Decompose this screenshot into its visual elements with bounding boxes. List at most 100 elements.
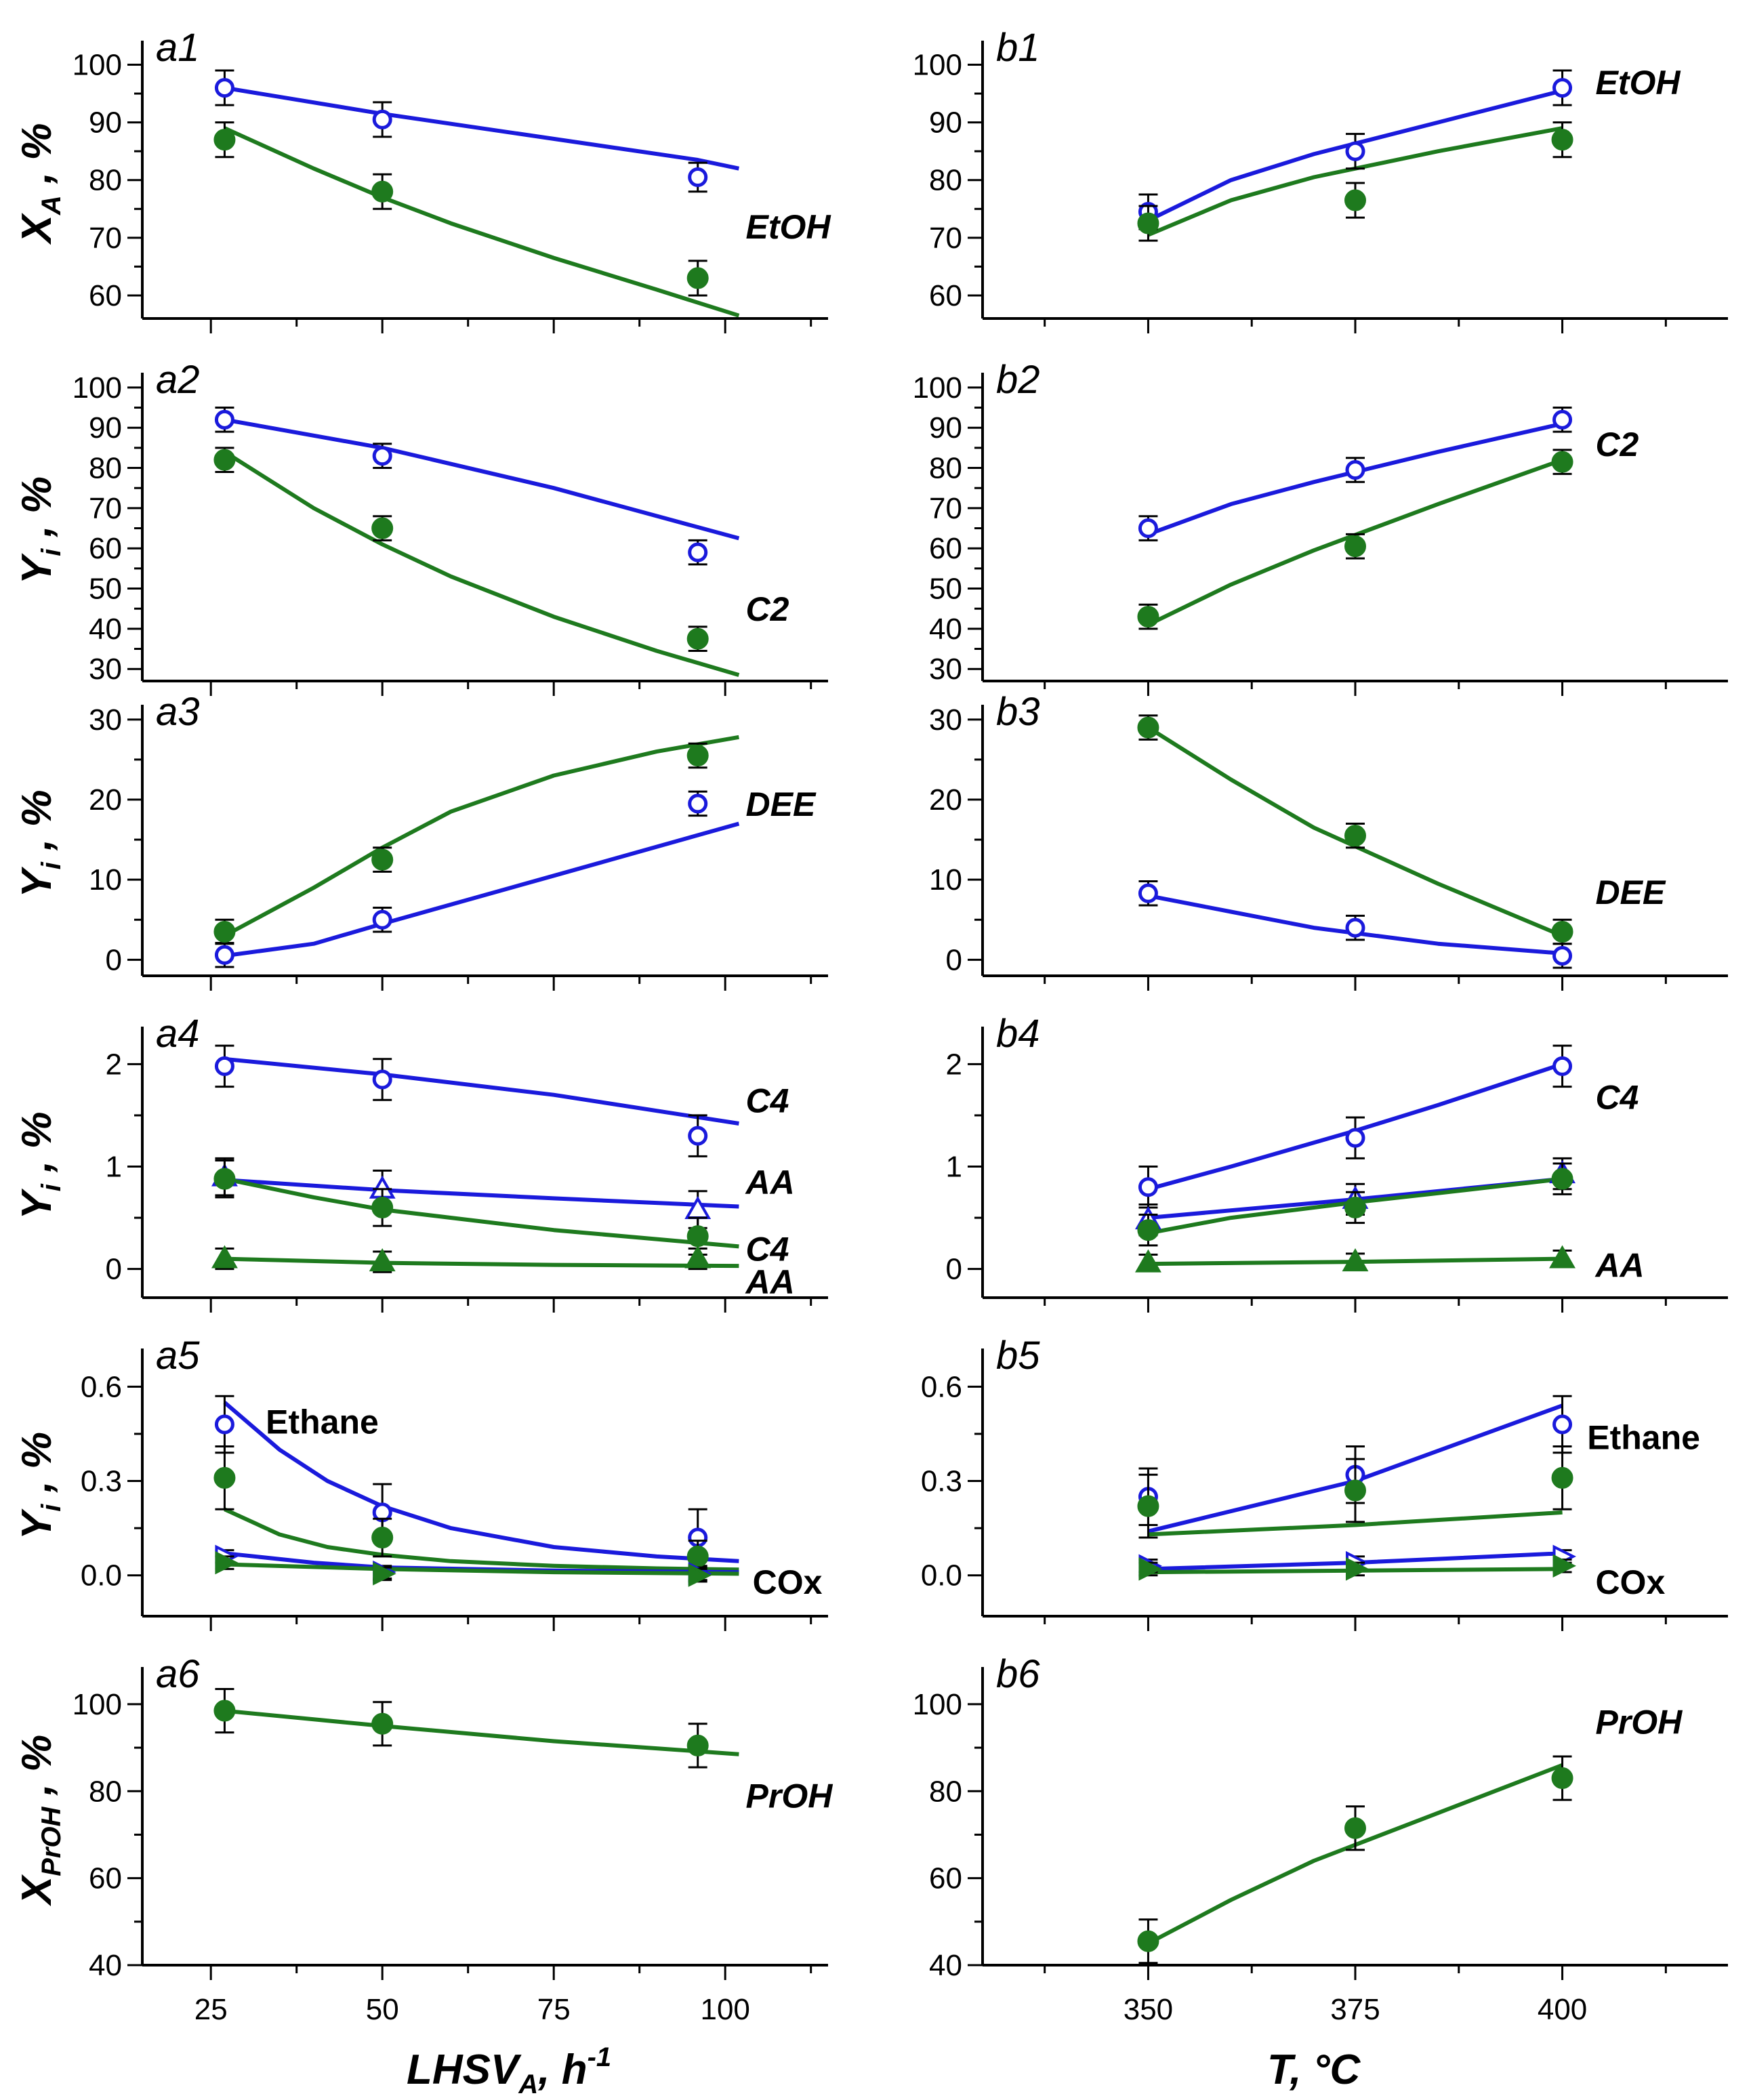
marker-green-AA-exp [1134,1249,1161,1273]
series-line-blue-model [224,85,740,171]
marker-blue-exp [1138,883,1158,903]
y-axis-title-sub: i [37,548,66,556]
panel-label-a6: a6 [156,1652,200,1696]
y-tick-label-b1: 80 [929,164,962,197]
marker-blue-exp [688,542,708,562]
panel-label-b6: b6 [996,1652,1040,1696]
series-line-blue-model [1147,421,1563,537]
y-tick-label-b3: 30 [929,703,962,737]
y-tick-label-a4: 2 [106,1048,122,1081]
y-tick-label-b1: 60 [929,279,962,312]
panel-label-a4: a4 [156,1012,200,1056]
y-tick-label-b2: 100 [913,371,962,405]
series-line-blue-ethane-model [223,1401,739,1563]
y-tick-label-a1: 90 [89,106,122,140]
marker-blue-ethane-exp [1552,1414,1573,1435]
y-tick-label-b5: 0.3 [921,1465,962,1498]
y-tick-label-b4: 0 [946,1253,962,1286]
plot-area-b2 [1147,421,1563,627]
y-tick-label-b2: 70 [929,492,962,525]
panel-label-a3: a3 [156,690,200,734]
marker-green-cox-exp [215,1550,239,1575]
y-tick-label-b4: 1 [946,1151,962,1184]
y-tick-label-a3: 10 [89,863,122,897]
annotation-a4-3: AA [745,1263,795,1301]
panel-label-a2: a2 [156,358,200,402]
marker-green-exp [1551,129,1573,151]
y-axis-title-rest: , % [14,1111,60,1184]
marker-blue-exp [1552,409,1573,430]
series-line-green-model [224,126,740,318]
marker-green-exp [371,180,394,203]
y-tick-label-a2: 100 [73,371,122,405]
panel-label-b5: b5 [996,1334,1040,1378]
y-axis-title-sub: A [37,195,66,215]
y-tick-label-b2: 40 [929,613,962,646]
x-tick-label-b6: 350 [1124,1993,1173,2026]
annotation-a1-0: EtOH [746,208,831,246]
annotation-a2-0: C2 [746,590,789,628]
marker-blue-exp [1345,460,1365,480]
plot-area-a4 [224,1056,739,1269]
y-tick-label-a2: 50 [89,573,122,606]
marker-green-exp [371,848,394,871]
marker-green-ethane-exp [213,1466,236,1489]
y-tick-label-a1: 70 [89,222,122,255]
y-axis-title-sub: i [37,861,66,869]
annotation-b1-0: EtOH [1595,64,1681,102]
marker-blue-exp [372,446,392,466]
series-line-green-AA-model [224,1256,739,1269]
plot-area-a5 [223,1401,739,1576]
marker-green-exp [1137,606,1159,628]
marker-blue-exp [214,78,234,98]
x-tick-label-b6: 400 [1538,1993,1587,2026]
y-tick-label-a4: 1 [106,1151,122,1184]
marker-green-cox-exp [1138,1557,1162,1581]
y-tick-label-b6: 40 [929,1949,962,1982]
y-tick-label-a2: 70 [89,492,122,525]
x-axis-title-right: T, °C [1267,2046,1361,2093]
annotation-b5-0: Ethane [1587,1419,1700,1457]
annotation-a5-1: COx [753,1563,823,1601]
series-line-green-model [1147,1763,1563,1945]
marker-blue-exp [688,167,708,187]
marker-green-exp [1551,451,1573,473]
y-tick-label-b2: 80 [929,452,962,485]
panel-label-a5: a5 [156,1334,200,1378]
marker-blue-C4-exp [214,1056,234,1076]
marker-green-AA-exp [1342,1248,1369,1272]
annotation-b3-0: DEE [1595,873,1666,911]
panel-a5: 0.0 0.3 0.6 a5 Yi , % Ethane COx [14,1334,828,1631]
y-axis-title-main: Y [14,866,60,898]
y-tick-label-a2: 40 [89,613,122,646]
y-tick-label-b6: 80 [929,1775,962,1808]
series-line-green-model [1147,726,1563,938]
annotation-a4-1: AA [745,1164,795,1201]
marker-blue-C4-exp [688,1126,708,1146]
y-tick-label-a6: 40 [89,1949,122,1982]
marker-green-C4-exp [1137,1219,1159,1241]
series-line-green-model [223,735,739,938]
y-axis-title-main: Y [14,552,60,584]
marker-blue-exp [1345,918,1365,938]
y-tick-label-a2: 60 [89,532,122,565]
annotation-a4-2: C4 [746,1230,789,1268]
plot-area-a6 [224,1708,739,1756]
axis-titles: LHSVA, h-1 T, °C [407,2042,1361,2099]
plot-area-a2 [223,417,740,677]
y-axis-title-main: X [14,1874,60,1906]
x-tick-label-a6: 100 [700,1993,749,2026]
series-line-green-ethane-model [224,1507,739,1572]
y-tick-label-a5: 0.0 [81,1559,122,1592]
marker-green-AA-exp [1549,1245,1576,1269]
marker-green-exp [686,1734,709,1756]
y-tick-label-b2: 90 [929,411,962,445]
annotation-b4-1: AA [1594,1247,1644,1285]
annotation-b4-0: C4 [1595,1079,1639,1117]
marker-blue-exp [1345,141,1365,161]
marker-green-cox-exp [373,1562,396,1586]
series-line-blue-model [224,821,740,958]
y-axis-title-sub: i [37,1504,66,1512]
panel-label-b1: b1 [996,26,1040,70]
